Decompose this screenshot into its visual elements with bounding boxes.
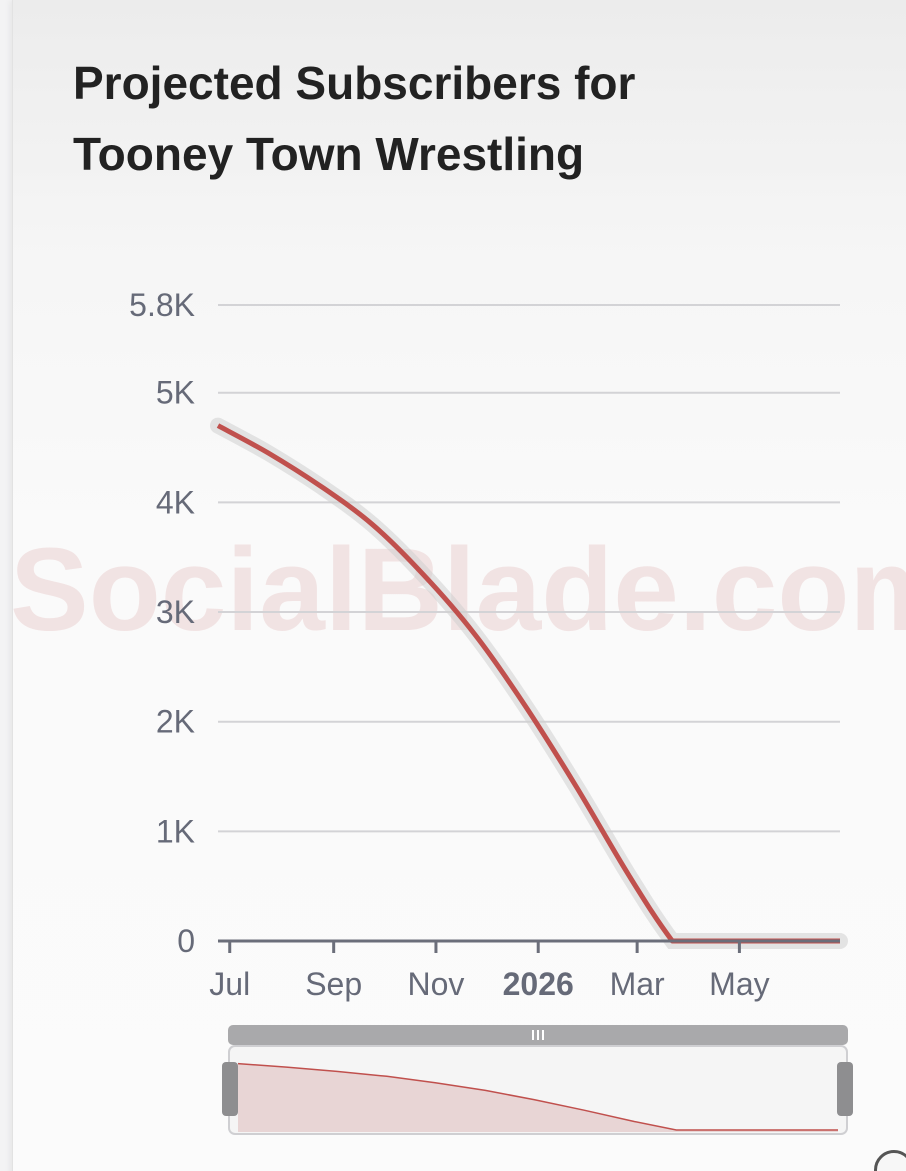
x-axis: Jul Sep Nov 2026 Mar May — [209, 939, 840, 1002]
y-tick-label: 0 — [177, 923, 195, 959]
y-tick-label: 2K — [156, 704, 195, 740]
chart-card — [12, 0, 906, 1171]
series-layer — [216, 423, 840, 944]
navigator-series-area — [238, 1063, 838, 1132]
y-tick-label: 3K — [156, 594, 195, 630]
chart-title: Projected Subscribers for Tooney Town Wr… — [73, 57, 636, 180]
x-tick-label: Nov — [407, 966, 464, 1002]
x-tick-label: 2026 — [503, 966, 574, 1002]
x-tick-label: Mar — [610, 966, 665, 1002]
y-axis: 0 1K 2K 3K 4K 5K 5.8K — [129, 287, 195, 959]
x-tick-label: Sep — [305, 966, 362, 1002]
y-tick-label: 5K — [156, 375, 195, 411]
y-tick-label: 5.8K — [129, 287, 195, 323]
y-tick-label: 1K — [156, 813, 195, 849]
navigator-right-handle[interactable] — [837, 1062, 853, 1116]
navigator-left-handle[interactable] — [222, 1062, 238, 1116]
navigator-series-line — [237, 1062, 838, 1131]
reset-zoom-icon[interactable] — [874, 1150, 906, 1171]
grid-lines — [218, 304, 840, 833]
x-tick-label: Jul — [209, 966, 250, 1002]
y-tick-label: 4K — [156, 484, 195, 520]
series-line — [216, 423, 840, 944]
range-navigator[interactable] — [222, 1025, 853, 1135]
x-tick-label: May — [709, 966, 769, 1002]
watermark-text: SocialBlade.com — [10, 524, 906, 656]
